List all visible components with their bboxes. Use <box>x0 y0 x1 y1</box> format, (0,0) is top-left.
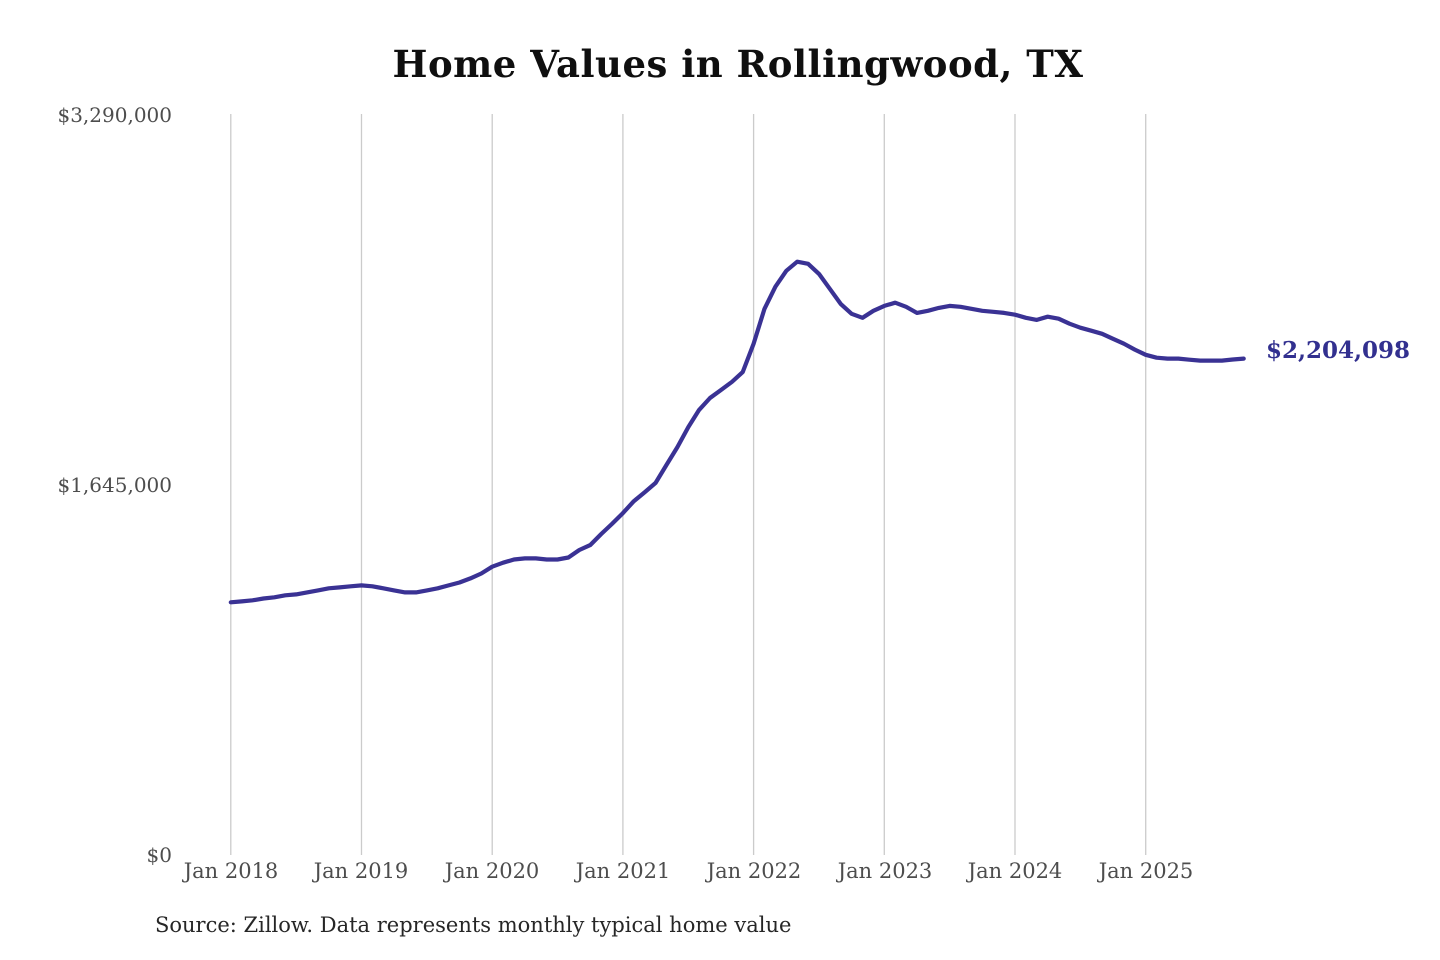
x-tick-label-2022: Jan 2022 <box>706 859 802 883</box>
y-axis-label-mid: $1,645,000 <box>57 473 172 497</box>
x-tick-label-2021: Jan 2021 <box>575 859 671 883</box>
x-tick-label-2019: Jan 2019 <box>313 859 409 883</box>
x-tick-label-2018: Jan 2018 <box>183 859 279 883</box>
home-value-line <box>228 259 1246 605</box>
gridlines <box>230 114 1147 855</box>
y-axis-label-zero: $0 <box>146 843 172 867</box>
x-tick-label-2023: Jan 2023 <box>837 859 933 883</box>
source-note: Source: Zillow. Data represents monthly … <box>155 913 792 937</box>
chart-title: Home Values in Rollingwood, TX <box>392 42 1084 86</box>
x-tick-label-2020: Jan 2020 <box>444 859 540 883</box>
x-tick-label-2024: Jan 2024 <box>967 859 1063 883</box>
latest-value-label: $2,204,098 <box>1266 337 1411 364</box>
x-tick-label-2025: Jan 2025 <box>1098 859 1194 883</box>
y-axis-label-max: $3,290,000 <box>57 103 172 127</box>
